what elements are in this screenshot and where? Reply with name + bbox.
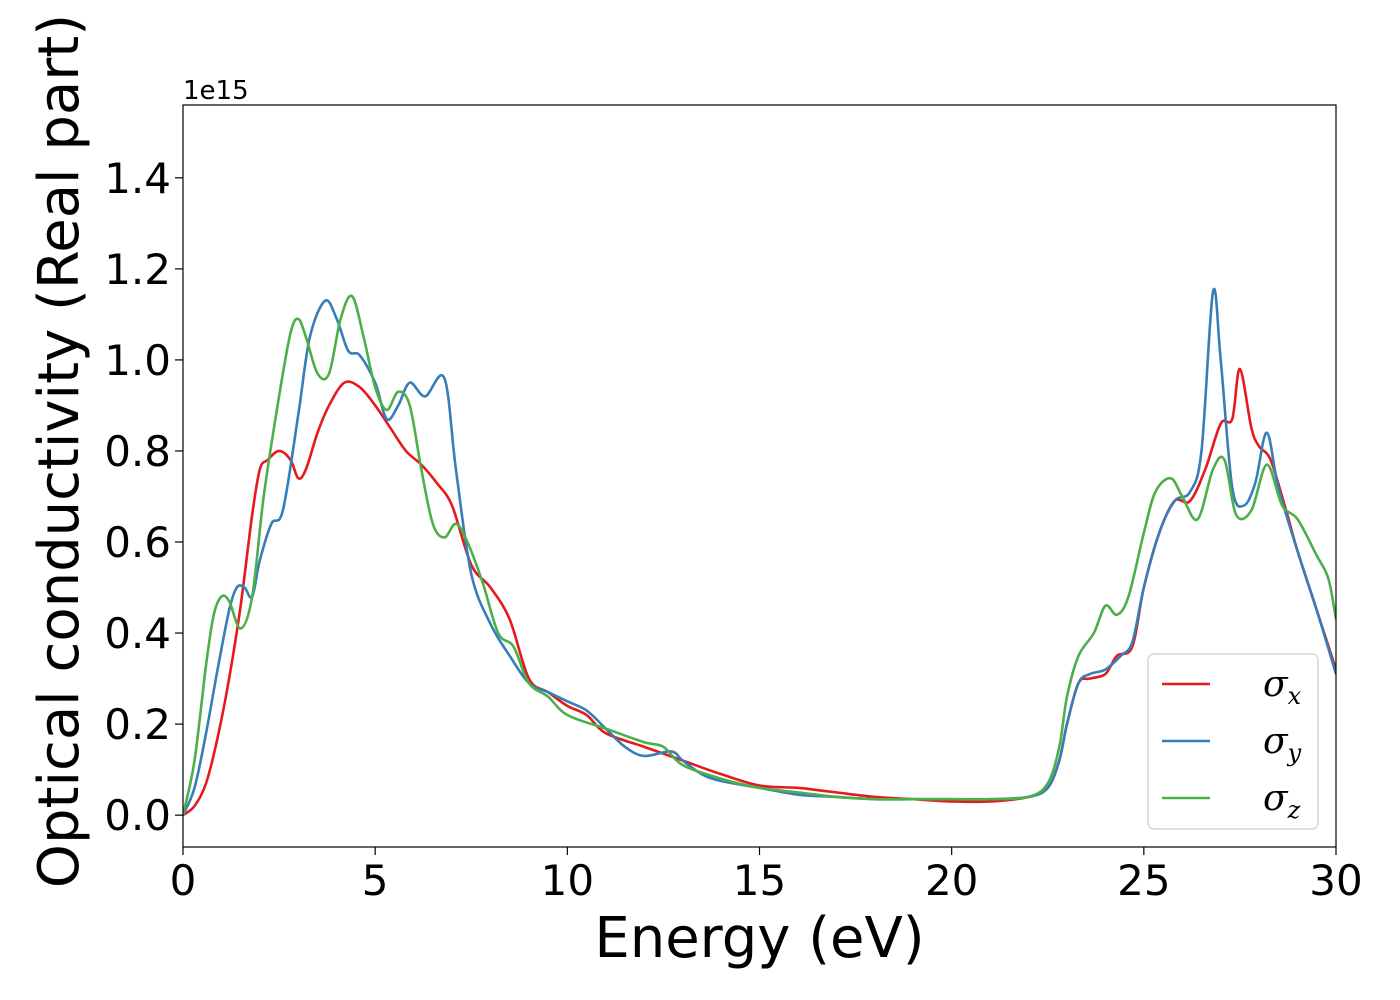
legend-label-y: σy <box>1263 721 1302 767</box>
legend-box <box>1147 653 1319 830</box>
series-line-x <box>183 367 1336 817</box>
x-tick-label: 25 <box>1117 856 1170 905</box>
y-tick-label: 0.6 <box>104 518 171 567</box>
series-line-z <box>183 294 1336 816</box>
x-tick-label: 15 <box>733 856 786 905</box>
series-layer <box>183 287 1336 817</box>
y-offset-label: 1e15 <box>183 76 249 106</box>
y-tick-label: 1.4 <box>104 154 171 203</box>
y-tick-label: 0.2 <box>104 700 171 749</box>
x-tick-label: 30 <box>1309 856 1362 905</box>
x-tick-label: 0 <box>170 856 197 905</box>
x-tick-label: 5 <box>362 856 389 905</box>
y-tick-label: 1.2 <box>104 245 171 294</box>
x-tick-label: 20 <box>925 856 978 905</box>
legend-label-z: σz <box>1263 778 1301 824</box>
y-tick-label: 0.4 <box>104 609 171 658</box>
x-axis-title: Energy (eV) <box>594 906 924 971</box>
series-line-y <box>183 287 1336 816</box>
x-tick-label: 10 <box>541 856 594 905</box>
y-tick-label: 1.0 <box>104 336 171 385</box>
y-axis: 0.0 0.2 0.4 0.6 0.8 1.0 1.2 1.4 <box>104 154 183 840</box>
x-axis: 0 5 10 15 20 25 30 <box>170 847 1363 905</box>
y-tick-label: 0.8 <box>104 427 171 476</box>
y-axis-title: Optical conductivity (Real part) <box>27 14 92 888</box>
legend-label-x: σx <box>1263 664 1302 710</box>
legend: σx σy σz <box>1147 653 1319 830</box>
y-tick-label: 0.0 <box>104 791 171 840</box>
